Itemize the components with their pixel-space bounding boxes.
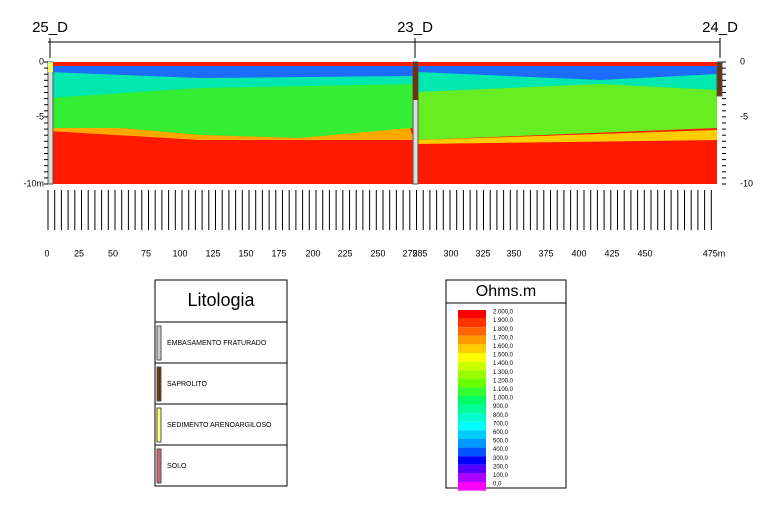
depth-label: -10m	[23, 178, 44, 188]
scale-swatch	[458, 482, 486, 491]
distance-label: 75	[141, 248, 151, 258]
scale-swatch	[458, 447, 486, 457]
scale-label: 300,0	[493, 456, 509, 462]
scale-swatch	[458, 387, 486, 396]
lithology-legend	[154, 279, 288, 487]
distance-label: 225	[337, 248, 352, 258]
well-label: 24_D	[702, 19, 738, 36]
scale-swatch	[458, 327, 486, 336]
scale-swatch	[458, 318, 486, 328]
scale-swatch	[458, 473, 486, 482]
legend-item: SAPROLITO	[167, 381, 207, 388]
scale-label: 600,0	[493, 430, 509, 436]
distance-label: 475m	[703, 248, 726, 258]
scale-swatch	[458, 421, 486, 431]
legend-swatch	[156, 407, 162, 443]
scale-label: 1.900,0	[493, 318, 514, 324]
distance-label: 425	[604, 248, 619, 258]
scale-label: 700,0	[493, 421, 509, 427]
distance-label: 0	[44, 248, 49, 258]
scale-label: 800,0	[493, 413, 509, 419]
depth-label: -10	[740, 178, 753, 188]
scale-label: 0,0	[493, 482, 502, 488]
scale-label: 500,0	[493, 439, 509, 445]
scale-swatch	[458, 344, 486, 353]
scale-label: 1.100,0	[493, 387, 514, 393]
scale-swatch	[458, 335, 486, 345]
scale-label: 1.700,0	[493, 335, 514, 341]
scale-swatch	[458, 310, 486, 319]
scale-label: 900,0	[493, 404, 509, 410]
section-layer	[418, 66, 717, 80]
scale-label: 1.400,0	[493, 361, 514, 367]
depth-label: -5	[740, 111, 748, 121]
well-log	[413, 62, 418, 100]
legend-item: EMBASAMENTO FRATURADO	[167, 340, 267, 347]
depth-label: -5	[36, 111, 44, 121]
distance-label: 375	[538, 248, 553, 258]
legend-title: Ohms.m	[476, 283, 536, 300]
legend-title: Litologia	[187, 290, 255, 310]
scale-label: 1.800,0	[493, 327, 514, 333]
distance-label: 50	[108, 248, 118, 258]
depth-label: 0	[39, 56, 44, 66]
scale-swatch	[458, 430, 486, 439]
section-layer	[418, 140, 717, 184]
distance-label: 250	[370, 248, 385, 258]
section-layer	[48, 66, 414, 78]
distance-label: 400	[571, 248, 586, 258]
scale-label: 200,0	[493, 464, 509, 470]
distance-label: 285	[412, 248, 427, 258]
well-label: 25_D	[32, 19, 68, 36]
distance-label: 100	[172, 248, 187, 258]
scale-swatch	[458, 439, 486, 448]
section-layer	[48, 131, 414, 184]
legend-item: SOLO	[167, 463, 187, 470]
distance-label: 125	[205, 248, 220, 258]
scale-label: 400,0	[493, 447, 509, 453]
scale-label: 1.200,0	[493, 378, 514, 384]
scale-swatch	[458, 456, 486, 465]
distance-label: 175	[271, 248, 286, 258]
distance-label: 275	[402, 248, 417, 258]
distance-label: 450	[637, 248, 652, 258]
distance-label: 325	[475, 248, 490, 258]
legend-swatch	[156, 325, 162, 361]
scale-swatch	[458, 413, 486, 422]
distance-label: 25	[74, 248, 84, 258]
distance-label: 200	[305, 248, 320, 258]
legend-swatch	[156, 366, 162, 402]
well-label: 23_D	[397, 19, 433, 36]
scale-swatch	[458, 404, 486, 414]
scale-swatch	[458, 353, 486, 362]
scale-swatch	[458, 396, 486, 405]
legend-item: SEDIMENTO ARENOARGILOSO	[167, 422, 272, 429]
well-log	[47, 61, 54, 185]
scale-label: 1.300,0	[493, 370, 514, 376]
legend-swatch	[156, 448, 162, 484]
scale-label: 100,0	[493, 473, 509, 479]
scale-label: 2.000,0	[493, 310, 514, 316]
depth-label: 0	[740, 56, 745, 66]
well-log	[716, 61, 723, 97]
distance-label: 150	[238, 248, 253, 258]
distance-label: 300	[443, 248, 458, 258]
scale-swatch	[458, 370, 486, 379]
scale-swatch	[458, 464, 486, 474]
scale-swatch	[458, 361, 486, 371]
scale-swatch	[458, 378, 486, 388]
section	[47, 61, 723, 185]
well-log	[48, 62, 53, 72]
distance-label: 350	[506, 248, 521, 258]
scale-label: 1.600,0	[493, 344, 514, 350]
scale-label: 1.000,0	[493, 396, 514, 402]
scale-label: 1.500,0	[493, 353, 514, 359]
